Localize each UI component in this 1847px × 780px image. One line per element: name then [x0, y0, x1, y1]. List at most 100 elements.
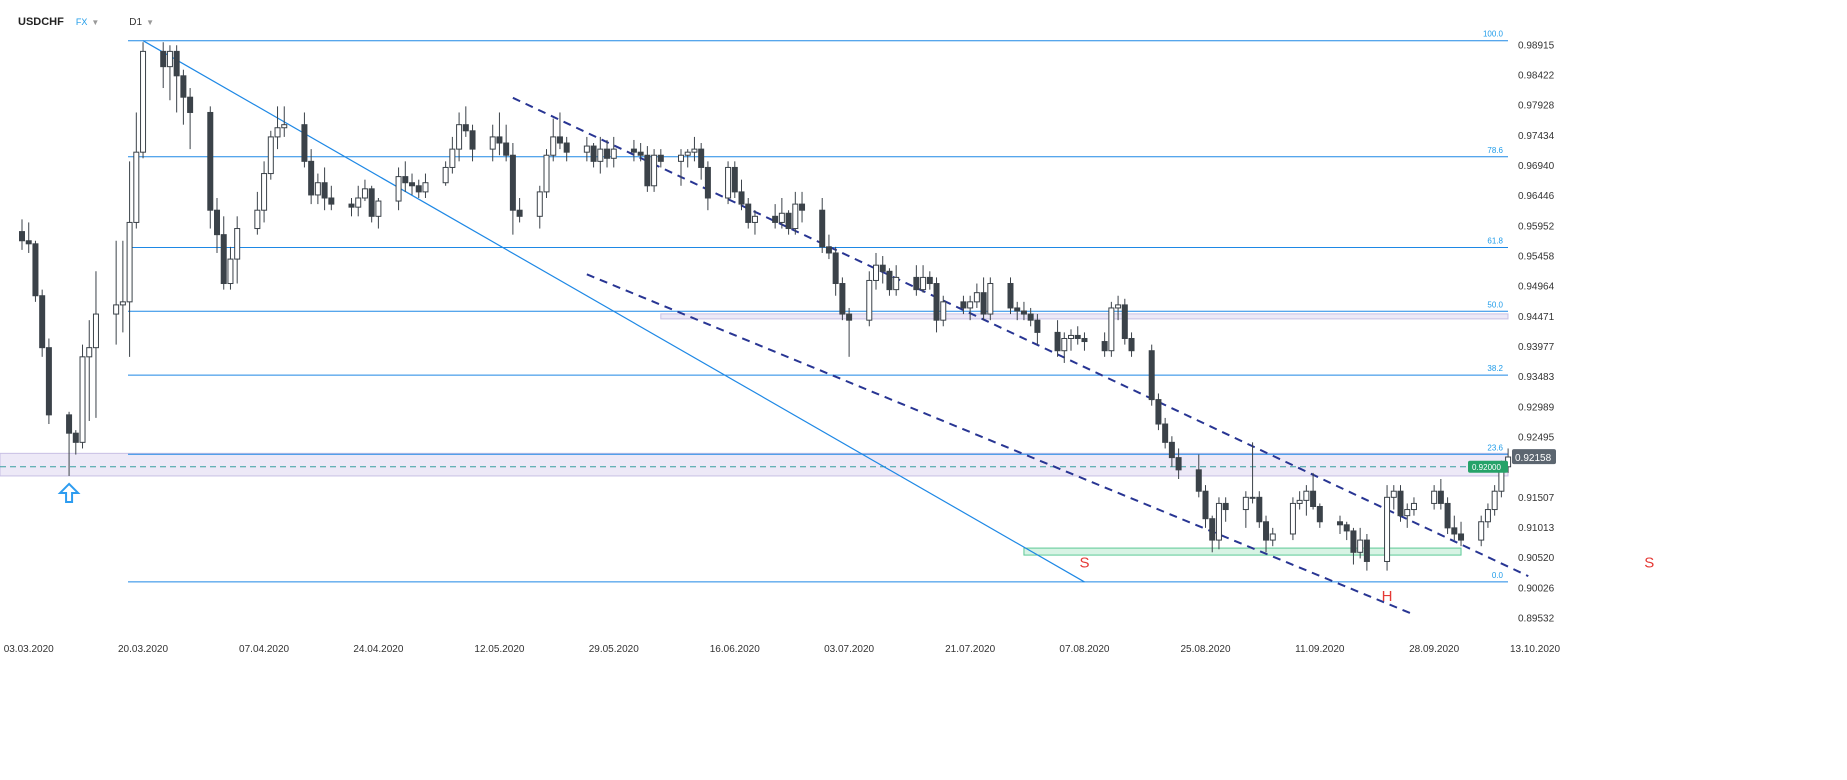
candle — [1343, 521, 1350, 541]
candle — [1195, 454, 1202, 498]
up-arrow-icon — [57, 482, 81, 503]
candle-body — [1310, 490, 1317, 507]
candle — [886, 268, 893, 296]
candle-body — [113, 304, 120, 315]
candle-body — [489, 136, 496, 150]
y-tick-label: 0.94471 — [1518, 312, 1555, 323]
resistance-zone — [0, 452, 1509, 477]
candle — [677, 149, 684, 186]
candle — [832, 246, 839, 296]
price-badge — [1512, 449, 1556, 465]
channel-lower-line — [586, 273, 1415, 616]
candle-body — [1061, 337, 1068, 352]
candle-body — [422, 182, 429, 193]
candle-body — [1168, 441, 1175, 459]
x-tick-label: 13.10.2020 — [1510, 644, 1560, 655]
candle — [45, 338, 52, 425]
candle-body — [846, 313, 853, 321]
candle-body — [119, 301, 126, 306]
candle-body — [361, 188, 368, 199]
pattern-label: S — [1644, 555, 1654, 572]
candle-body — [704, 166, 711, 199]
candle — [140, 42, 147, 159]
candle — [1202, 485, 1209, 528]
candle — [1108, 301, 1115, 357]
candle — [1357, 527, 1364, 559]
candle-body — [967, 301, 974, 309]
candle — [496, 112, 503, 156]
candle — [1155, 393, 1162, 431]
y-tick-label: 0.91013 — [1518, 523, 1555, 534]
candle-body — [140, 50, 147, 153]
candle — [1444, 497, 1451, 534]
candle-body — [1175, 457, 1182, 471]
candle — [610, 136, 617, 168]
candle — [1491, 485, 1498, 516]
candle — [79, 344, 86, 449]
candle — [920, 265, 927, 293]
candle — [778, 197, 785, 229]
candle — [86, 320, 93, 421]
candle-body — [745, 203, 752, 223]
candle-body — [166, 50, 173, 68]
candle-body — [274, 127, 281, 138]
candle-body — [72, 432, 79, 443]
candle-body — [1437, 490, 1444, 504]
level-badge-label: 0.92000 — [1472, 463, 1501, 472]
candle — [214, 197, 221, 253]
candle-body — [261, 173, 268, 211]
candle-body — [644, 154, 651, 187]
x-tick-label: 29.05.2020 — [589, 644, 639, 655]
y-tick-label: 0.98422 — [1518, 70, 1555, 81]
chevron-down-icon[interactable]: ▼ — [91, 17, 100, 27]
candle — [960, 295, 967, 315]
candle — [261, 161, 268, 223]
candle — [1215, 497, 1222, 550]
x-tick-label: 07.08.2020 — [1059, 644, 1109, 655]
y-tick-label: 0.97928 — [1518, 101, 1555, 112]
candle — [731, 161, 738, 198]
candle — [1034, 314, 1041, 345]
x-tick-label: 28.09.2020 — [1409, 644, 1459, 655]
candle-body — [442, 166, 449, 184]
candle — [126, 161, 133, 357]
candle — [1410, 497, 1417, 516]
candle — [361, 179, 368, 202]
candle-body — [214, 209, 221, 236]
candle-body — [496, 136, 503, 144]
candle-body — [677, 154, 684, 162]
candle — [119, 240, 126, 333]
candle — [267, 130, 274, 180]
candle-body — [725, 166, 732, 199]
chevron-down-icon[interactable]: ▼ — [146, 17, 154, 27]
candle-body — [536, 191, 543, 217]
candle — [1222, 497, 1229, 522]
candle — [92, 271, 99, 418]
candle-body — [792, 203, 799, 230]
x-tick-label: 20.03.2020 — [118, 644, 168, 655]
symbol-label: USDCHF — [18, 16, 64, 28]
candle-body — [126, 221, 133, 303]
candle-body — [355, 197, 362, 208]
candle-body — [893, 276, 900, 291]
x-tick-label: 11.09.2020 — [1295, 644, 1345, 655]
candle — [1451, 515, 1458, 541]
candle-body — [1390, 490, 1397, 498]
candle-body — [1121, 304, 1128, 339]
candle — [799, 191, 806, 223]
price-badge-label: 0.92158 — [1515, 453, 1552, 464]
candle — [1397, 485, 1404, 522]
y-tick-label: 0.96446 — [1518, 191, 1555, 202]
candle — [25, 222, 32, 253]
candle-body — [819, 209, 826, 248]
level-50-zone — [660, 313, 1509, 320]
candle-body — [751, 215, 758, 223]
candle-body — [980, 292, 987, 315]
candle — [509, 143, 516, 235]
candle — [866, 271, 873, 327]
candle-body — [39, 295, 46, 349]
y-tick-label: 0.93977 — [1518, 342, 1555, 353]
candle-body — [1202, 490, 1209, 520]
